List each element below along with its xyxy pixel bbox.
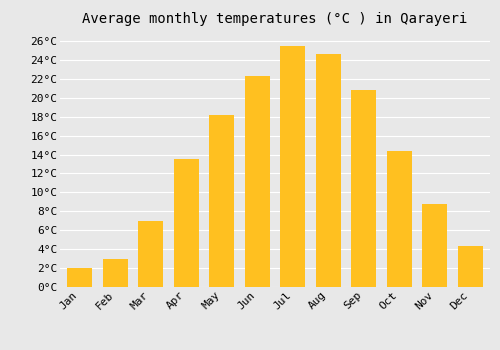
Bar: [174, 159, 199, 287]
Bar: [280, 46, 305, 287]
Bar: [352, 90, 376, 287]
Bar: [422, 204, 448, 287]
Bar: [245, 76, 270, 287]
Bar: [138, 221, 163, 287]
Bar: [387, 151, 412, 287]
Bar: [67, 268, 92, 287]
Bar: [458, 246, 483, 287]
Bar: [210, 115, 234, 287]
Title: Average monthly temperatures (°C ) in Qarayeri: Average monthly temperatures (°C ) in Qa…: [82, 12, 468, 26]
Bar: [102, 259, 128, 287]
Bar: [316, 54, 340, 287]
